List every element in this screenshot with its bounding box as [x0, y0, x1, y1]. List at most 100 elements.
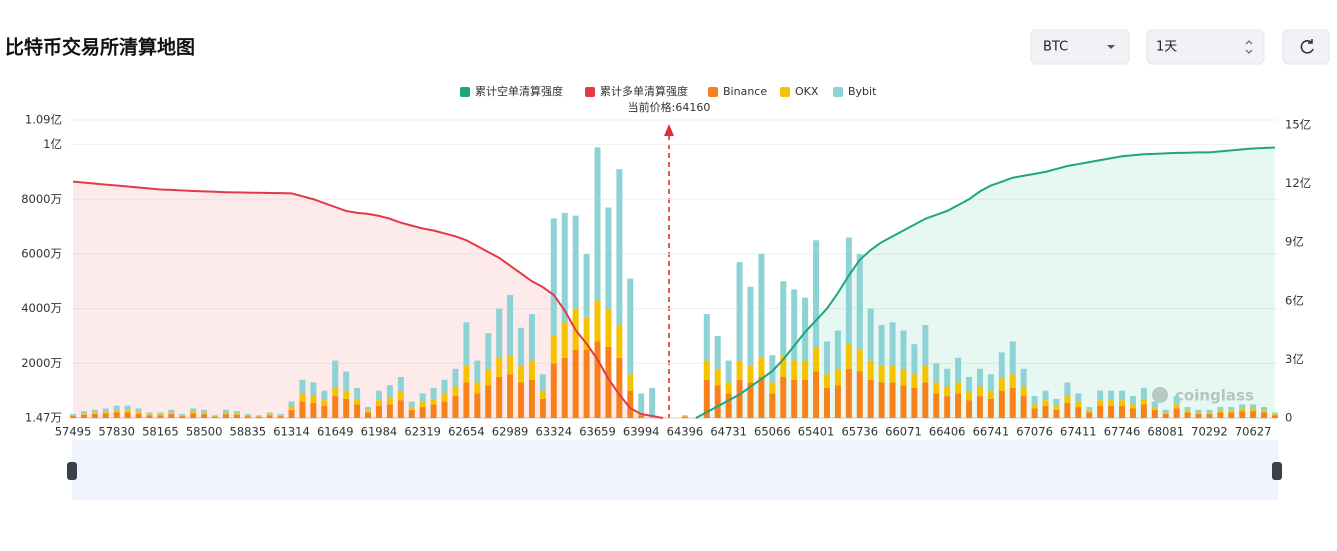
- bar-segment: [736, 379, 743, 418]
- select-box[interactable]: [1030, 29, 1130, 65]
- bar-segment: [791, 379, 798, 418]
- bar-segment: [561, 212, 568, 323]
- bar-segment: [386, 385, 393, 398]
- x-tick-label: 70292: [1191, 425, 1228, 439]
- legend-item[interactable]: Bybit: [833, 85, 877, 98]
- bar-segment: [1031, 396, 1038, 405]
- bar-segment: [1162, 413, 1169, 418]
- bar-segment: [397, 400, 404, 418]
- bar-segment: [1097, 400, 1104, 406]
- refresh-button[interactable]: [1282, 29, 1330, 65]
- legend-item[interactable]: OKX: [780, 85, 819, 98]
- bar-segment: [736, 360, 743, 380]
- bar-segment: [386, 397, 393, 405]
- bar-segment: [714, 385, 721, 418]
- bar-segment: [955, 393, 962, 418]
- bar-segment: [1250, 408, 1257, 412]
- bar-segment: [157, 412, 164, 415]
- bar-segment: [747, 382, 754, 418]
- bar-segment: [605, 346, 612, 418]
- bar-segment: [856, 349, 863, 372]
- bar-segment: [212, 415, 219, 417]
- zoom-handle[interactable]: [1272, 462, 1282, 480]
- bar-segment: [998, 352, 1005, 379]
- bar-segment: [332, 396, 339, 418]
- legend-item[interactable]: 累计空单清算强度: [460, 84, 563, 98]
- bar-segment: [496, 376, 503, 418]
- symbol-select[interactable]: BTC: [1030, 29, 1130, 65]
- bar-segment: [365, 407, 372, 411]
- bar-segment: [1108, 405, 1115, 418]
- bar-segment: [1151, 409, 1158, 418]
- bar-segment: [528, 360, 535, 380]
- bar-segment: [233, 413, 240, 415]
- bar-segment: [179, 415, 186, 417]
- bar-segment: [299, 401, 306, 418]
- zoom-slider[interactable]: [72, 440, 1278, 500]
- bar-segment: [780, 355, 787, 377]
- bar-segment: [813, 371, 820, 418]
- bar-segment: [321, 400, 328, 406]
- area-fill: [73, 181, 664, 418]
- x-tick-label: 70627: [1235, 425, 1272, 439]
- bar-segment: [900, 330, 907, 369]
- bar-segment: [80, 411, 87, 414]
- range-select[interactable]: 1天: [1146, 29, 1265, 65]
- bar-segment: [813, 346, 820, 372]
- bar-segment: [681, 416, 688, 417]
- legend-item[interactable]: 累计多单清算强度: [585, 84, 688, 98]
- bar-segment: [321, 390, 328, 401]
- x-tick-label: 61649: [317, 425, 354, 439]
- bar-segment: [572, 215, 579, 309]
- x-tick-label: 61984: [361, 425, 398, 439]
- bar-segment: [266, 415, 273, 418]
- select-box[interactable]: [1146, 29, 1265, 65]
- bar-segment: [966, 400, 973, 418]
- bar-segment: [955, 382, 962, 394]
- bar-segment: [528, 314, 535, 361]
- refresh-icon: [1300, 39, 1314, 54]
- bar-segment: [375, 405, 382, 418]
- bar-segment: [310, 396, 317, 403]
- select-caret: [1107, 45, 1115, 49]
- bar-segment: [550, 218, 557, 336]
- bar-segment: [233, 414, 240, 418]
- bar-segment: [463, 382, 470, 418]
- select-value[interactable]: 1天: [1156, 40, 1177, 55]
- bar-segment: [222, 414, 229, 418]
- zoom-handle[interactable]: [67, 462, 77, 480]
- bar-segment: [1031, 404, 1038, 409]
- button-box[interactable]: [1282, 29, 1330, 65]
- bar-segment: [518, 366, 525, 383]
- legend-marker: [708, 87, 718, 97]
- bar-segment: [528, 379, 535, 418]
- y2-tick-label: 0: [1285, 411, 1292, 425]
- bar-segment: [365, 410, 372, 413]
- bar-segment: [922, 382, 929, 418]
- bar-segment: [616, 357, 623, 418]
- bar-segment: [375, 400, 382, 406]
- bar-segment: [944, 396, 951, 418]
- bar-segment: [463, 366, 470, 383]
- bar-segment: [725, 382, 732, 394]
- bar-segment: [1195, 413, 1202, 418]
- bar-segment: [1206, 409, 1213, 413]
- bar-segment: [310, 402, 317, 418]
- y-tick-label: 1.09亿: [25, 113, 62, 127]
- bar-segment: [496, 357, 503, 377]
- bar-segment: [1206, 413, 1213, 418]
- bar-segment: [845, 368, 852, 418]
- bar-segment: [1151, 401, 1158, 408]
- bar-segment: [1129, 404, 1136, 409]
- bar-segment: [561, 322, 568, 358]
- bar-segment: [70, 415, 76, 417]
- bar-segment: [190, 413, 197, 418]
- bar-segment: [299, 393, 306, 402]
- bar-segment: [1064, 396, 1071, 403]
- select-value[interactable]: BTC: [1043, 40, 1068, 55]
- x-tick-label: 63994: [623, 425, 660, 439]
- price-annotation: 当前价格:64160: [628, 100, 711, 114]
- bar-segment: [1129, 396, 1136, 405]
- bar-segment: [802, 379, 809, 418]
- legend-item[interactable]: Binance: [708, 85, 767, 98]
